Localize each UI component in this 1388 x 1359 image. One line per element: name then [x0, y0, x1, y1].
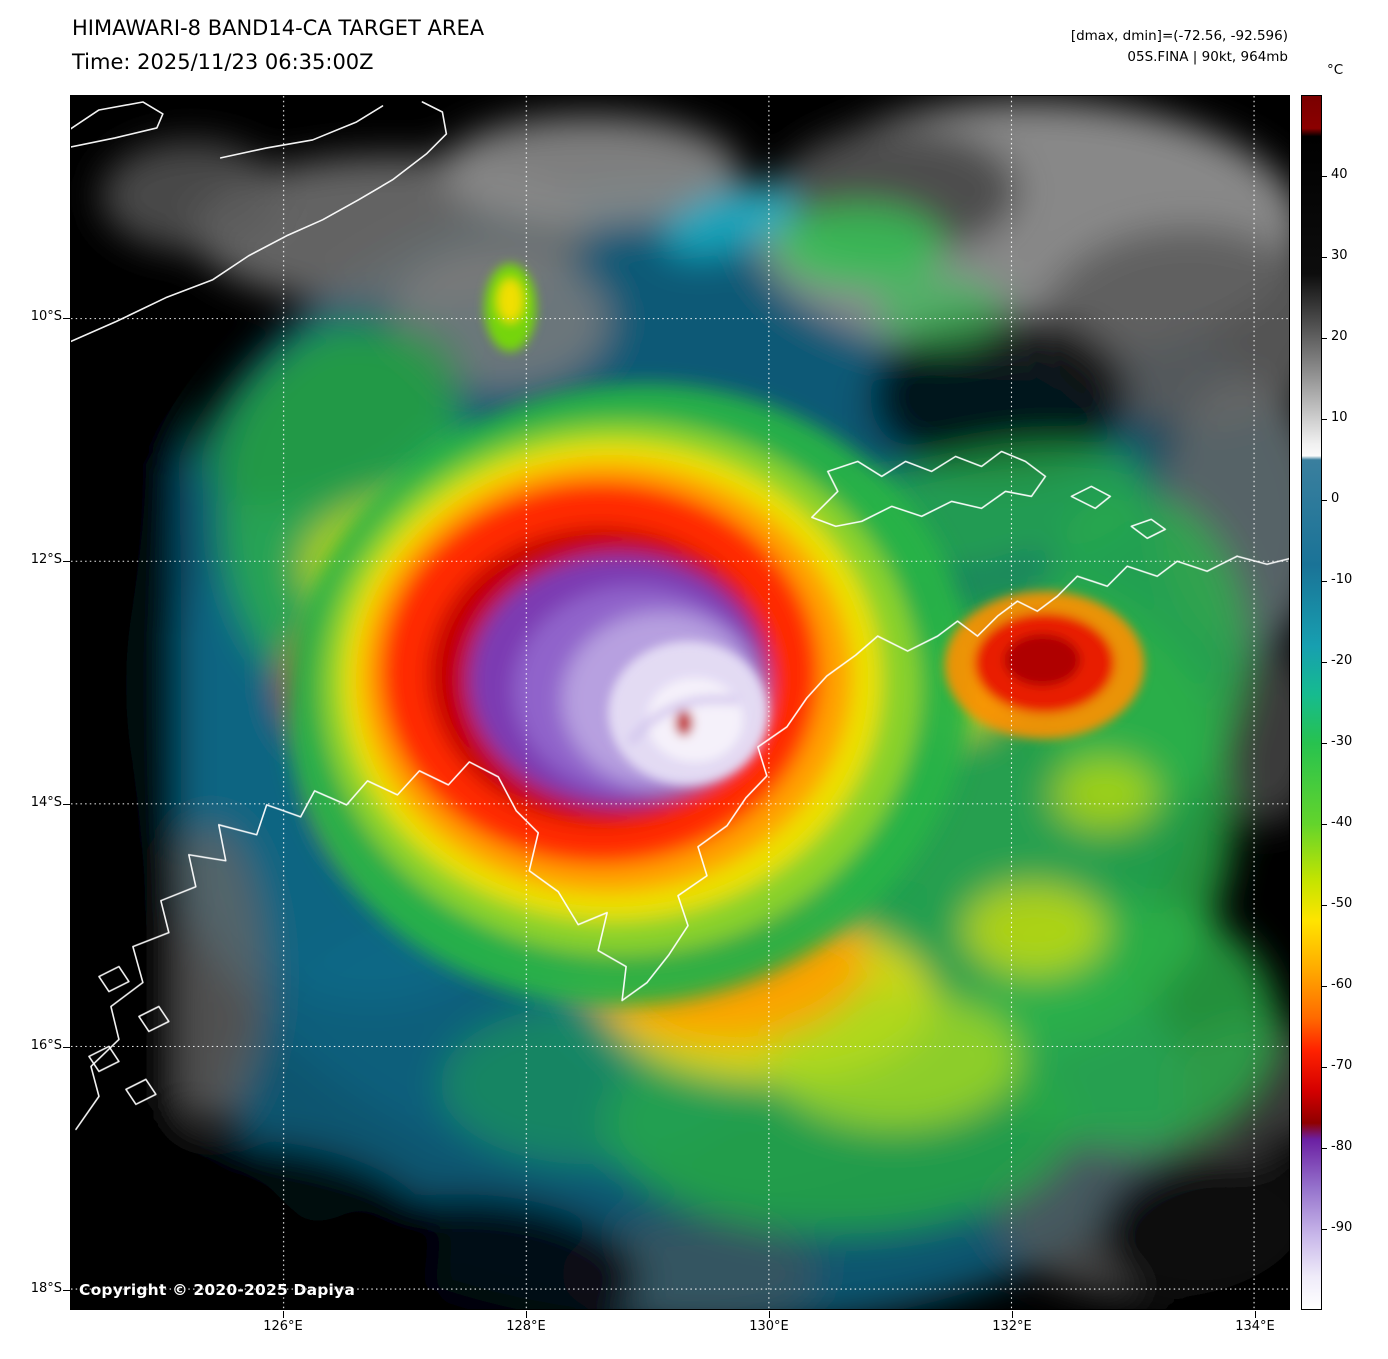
- colorbar-tick-label: -60: [1331, 977, 1353, 992]
- lat-tick-label: 10°S: [30, 309, 62, 324]
- lat-tick-mark: [63, 560, 70, 562]
- lat-tick-label: 12°S: [30, 552, 62, 567]
- lat-tick-label: 14°S: [30, 795, 62, 810]
- lon-tick-label: 130°E: [749, 1319, 789, 1334]
- storm-info-annotation: 05S.FINA | 90kt, 964mb: [1127, 49, 1288, 65]
- colorbar-tick-mark: [1322, 985, 1327, 987]
- colorbar-tick-mark: [1322, 1066, 1327, 1068]
- colorbar-tick-label: 10: [1331, 410, 1348, 425]
- lat-tick-mark: [63, 1289, 70, 1291]
- colorbar-tick-label: 30: [1331, 248, 1348, 263]
- colorbar-tick-mark: [1322, 1147, 1327, 1149]
- satellite-scene: [71, 96, 1289, 1309]
- colorbar-tick-mark: [1322, 904, 1327, 906]
- page-title: HIMAWARI-8 BAND14-CA TARGET AREA: [72, 16, 485, 40]
- colorbar: [1301, 95, 1322, 1310]
- colorbar-tick-label: -10: [1331, 572, 1353, 587]
- colorbar-tick-label: -20: [1331, 653, 1353, 668]
- lon-tick-mark: [1254, 1311, 1256, 1318]
- colorbar-unit-label: °C: [1327, 62, 1344, 78]
- dmax-dmin-annotation: [dmax, dmin]=(-72.56, -92.596): [1070, 28, 1288, 44]
- lon-tick-label: 132°E: [992, 1319, 1032, 1334]
- lon-tick-mark: [1011, 1311, 1013, 1318]
- lon-tick-label: 134°E: [1235, 1319, 1275, 1334]
- lon-tick-mark: [768, 1311, 770, 1318]
- lon-tick-label: 128°E: [506, 1319, 546, 1334]
- lat-tick-mark: [63, 803, 70, 805]
- colorbar-tick-label: -90: [1331, 1220, 1353, 1235]
- colorbar-tick-mark: [1322, 1228, 1327, 1230]
- timestamp: Time: 2025/11/23 06:35:00Z: [72, 50, 374, 74]
- coastline-layer: [71, 101, 1289, 1131]
- colorbar-tick-mark: [1322, 823, 1327, 825]
- colorbar-tick-label: -80: [1331, 1139, 1353, 1154]
- colorbar-tick-mark: [1322, 661, 1327, 663]
- copyright-watermark: Copyright © 2020-2025 Dapiya: [79, 1281, 356, 1299]
- colorbar-tick-label: -40: [1331, 815, 1353, 830]
- lat-tick-mark: [63, 317, 70, 319]
- lat-tick-mark: [63, 1046, 70, 1048]
- colorbar-tick-mark: [1322, 418, 1327, 420]
- lat-tick-label: 16°S: [30, 1038, 62, 1053]
- colorbar-tick-mark: [1322, 742, 1327, 744]
- colorbar-tick-label: -50: [1331, 896, 1353, 911]
- colorbar-tick-mark: [1322, 580, 1327, 582]
- colorbar-tick-mark: [1322, 256, 1327, 258]
- lon-tick-label: 126°E: [263, 1319, 303, 1334]
- colorbar-tick-mark: [1322, 499, 1327, 501]
- satellite-map: Copyright © 2020-2025 Dapiya: [70, 95, 1290, 1310]
- colorbar-tick-label: 0: [1331, 491, 1340, 506]
- colorbar-tick-label: -30: [1331, 734, 1353, 749]
- lon-tick-mark: [282, 1311, 284, 1318]
- colorbar-tick-mark: [1322, 175, 1327, 177]
- grid-layer: [71, 96, 1289, 1309]
- colorbar-tick-label: 40: [1331, 167, 1348, 182]
- colorbar-tick-mark: [1322, 337, 1327, 339]
- storm-core-layer: [484, 263, 1145, 785]
- lon-tick-mark: [525, 1311, 527, 1318]
- colorbar-tick-label: 20: [1331, 329, 1348, 344]
- lat-tick-label: 18°S: [30, 1281, 62, 1296]
- colorbar-tick-label: -70: [1331, 1058, 1353, 1073]
- annotation-block: [dmax, dmin]=(-72.56, -92.596) 05S.FINA …: [1071, 26, 1288, 68]
